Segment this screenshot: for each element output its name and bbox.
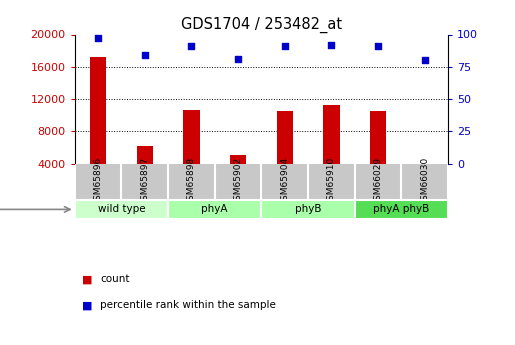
Point xyxy=(421,58,429,63)
Bar xyxy=(417,164,433,167)
Point xyxy=(281,43,289,49)
Text: wild type: wild type xyxy=(97,204,145,214)
Bar xyxy=(136,146,153,164)
Text: GSM65897: GSM65897 xyxy=(140,157,149,206)
Text: GSM65898: GSM65898 xyxy=(187,157,196,206)
Bar xyxy=(75,200,168,219)
Bar xyxy=(277,111,293,164)
Point xyxy=(187,43,196,49)
Text: GSM65896: GSM65896 xyxy=(94,157,102,206)
Point xyxy=(327,42,335,48)
Bar xyxy=(261,200,355,219)
Text: GSM65910: GSM65910 xyxy=(327,157,336,206)
Text: count: count xyxy=(100,275,130,284)
Text: phyB: phyB xyxy=(295,204,321,214)
Bar xyxy=(370,111,386,164)
Point xyxy=(374,43,382,49)
Text: GSM65902: GSM65902 xyxy=(233,157,243,206)
Point xyxy=(234,56,242,62)
Bar xyxy=(355,200,448,219)
Text: GSM65904: GSM65904 xyxy=(280,157,289,206)
Text: GSM66030: GSM66030 xyxy=(420,157,429,206)
Text: GSM66029: GSM66029 xyxy=(373,157,383,206)
Bar xyxy=(323,105,339,164)
Bar xyxy=(230,155,246,164)
Text: ■: ■ xyxy=(82,300,93,310)
Text: ■: ■ xyxy=(82,275,93,284)
Point xyxy=(94,36,102,41)
Text: percentile rank within the sample: percentile rank within the sample xyxy=(100,300,277,310)
Point xyxy=(141,52,149,58)
Text: phyA: phyA xyxy=(201,204,228,214)
Bar xyxy=(90,57,106,164)
Title: GDS1704 / 253482_at: GDS1704 / 253482_at xyxy=(181,17,342,33)
Text: phyA phyB: phyA phyB xyxy=(373,204,430,214)
Bar xyxy=(183,109,199,164)
Text: genotype/variation: genotype/variation xyxy=(0,204,70,214)
Bar xyxy=(168,200,261,219)
